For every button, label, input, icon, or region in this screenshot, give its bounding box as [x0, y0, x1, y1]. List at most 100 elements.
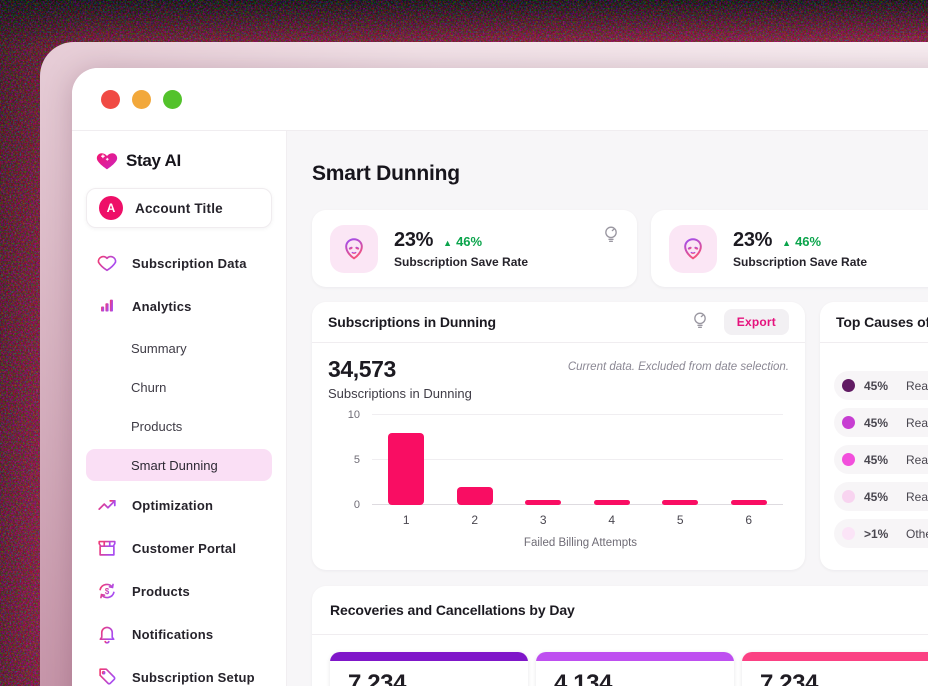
close-window-button[interactable]: [101, 89, 120, 109]
bar: [525, 500, 562, 505]
lightbulb-tooltip-icon[interactable]: [601, 224, 621, 249]
save-rate-delta: ▲ 46%: [782, 233, 822, 249]
legend-pct: 45%: [864, 415, 889, 430]
bar: [730, 500, 767, 505]
stat-value: 7,234: [348, 670, 407, 686]
sidebar-item-subscription-data[interactable]: Subscription Data: [86, 246, 272, 280]
stat-value: 4,134: [554, 670, 613, 686]
sidebar-item-customer-portal[interactable]: Customer Portal: [86, 531, 272, 565]
x-tick-label: 1: [402, 513, 410, 527]
alien-icon-badge: [330, 224, 378, 273]
legend-pct: 45%: [864, 378, 889, 393]
x-axis-labels: 1 2 3 4 5 6: [372, 513, 783, 527]
triangle-up-icon: ▲: [782, 237, 792, 248]
legend-label: Reason: [906, 489, 928, 504]
recovery-stat-card: 4,134: [536, 652, 734, 686]
card-title: Recoveries and Cancellations by Day: [330, 602, 575, 618]
legend-pct: >1%: [864, 526, 889, 541]
legend-label: Reason: [906, 378, 928, 393]
sidebar-item-subscription-setup[interactable]: Subscription Setup: [86, 660, 272, 686]
page-title: Smart Dunning: [312, 162, 460, 185]
sidebar-item-summary[interactable]: Summary: [131, 340, 187, 356]
alien-icon: [345, 237, 363, 260]
x-tick-label: 3: [539, 513, 547, 527]
save-rate-card-2: 23% ▲ 46% Subscription Save Rate: [651, 210, 928, 287]
data-note: Current data. Excluded from date selecti…: [567, 361, 789, 373]
dunning-total-label: Subscriptions in Dunning: [328, 386, 472, 401]
legend-dot-icon: [842, 490, 855, 503]
legend-label: Other: [906, 526, 928, 541]
bars: [372, 415, 783, 505]
export-button[interactable]: Export: [723, 309, 789, 335]
sidebar-item-products[interactable]: $ Products: [86, 574, 272, 608]
triangle-up-icon: ▲: [443, 237, 453, 248]
account-switcher[interactable]: A Account Title: [86, 188, 272, 228]
dunning-total: 34,573: [328, 356, 396, 382]
card-title: Subscriptions in Dunning: [328, 314, 496, 330]
legend-pct: 45%: [864, 452, 889, 467]
x-tick-label: 6: [745, 513, 753, 527]
card-title: Top Causes of Failure: [836, 314, 928, 330]
save-rate-delta: ▲ 46%: [443, 233, 483, 249]
brand-logo: Stay AI: [96, 149, 286, 173]
zoom-window-button[interactable]: [163, 89, 182, 109]
save-rate-label: Subscription Save Rate: [394, 254, 529, 269]
sidebar: Stay AI A Account Title Subscription Dat…: [72, 131, 287, 686]
legend-dot-icon: [842, 527, 855, 540]
save-rate-label: Subscription Save Rate: [733, 254, 868, 269]
titlebar: [72, 68, 928, 131]
legend-label: Reason: [906, 415, 928, 430]
sidebar-item-analytics[interactable]: Analytics: [86, 289, 272, 323]
bar-chart-icon: [98, 299, 116, 315]
sidebar-item-churn[interactable]: Churn: [131, 379, 167, 395]
minimize-window-button[interactable]: [132, 89, 151, 109]
y-tick-label: 0: [353, 499, 360, 511]
stat-color-bar: [742, 652, 928, 661]
recovery-stat-card: 7,234: [330, 652, 528, 686]
legend-item: 45% Reason: [834, 482, 928, 511]
trend-up-icon: [98, 500, 116, 510]
sidebar-item-products-sub[interactable]: Products: [131, 418, 183, 434]
x-tick-label: 5: [676, 513, 684, 527]
bell-icon: [99, 626, 115, 644]
y-tick-label: 10: [347, 409, 360, 421]
gridline: [372, 414, 783, 415]
svg-text:$: $: [105, 587, 110, 596]
x-tick-label: 4: [608, 513, 616, 527]
bar: [388, 433, 425, 505]
y-tick-label: 5: [353, 454, 360, 466]
stat-value: 7,234: [760, 670, 819, 686]
heart-icon: [97, 255, 117, 272]
app-window: Stay AI A Account Title Subscription Dat…: [72, 68, 928, 686]
legend-dot-icon: [842, 416, 855, 429]
account-avatar: A: [99, 196, 123, 220]
legend-dot-icon: [842, 453, 855, 466]
gridline: [372, 459, 783, 460]
save-rate-value: 23%: [733, 228, 773, 251]
main-content: Smart Dunning: [287, 131, 928, 686]
bar: [662, 500, 699, 505]
tag-icon: [99, 668, 116, 685]
lightbulb-tooltip-icon[interactable]: [690, 310, 710, 335]
account-title-label: Account Title: [135, 200, 223, 216]
sidebar-item-smart-dunning[interactable]: Smart Dunning: [86, 449, 272, 481]
stat-color-bar: [330, 652, 528, 661]
bar: [593, 499, 630, 505]
save-rate-value: 23%: [394, 228, 434, 251]
sidebar-nav: Subscription Data Analytics Summary: [72, 246, 286, 686]
heart-logo-icon: [96, 153, 118, 170]
recoveries-card: Recoveries and Cancellations by Day 7,23…: [312, 586, 928, 686]
top-causes-card: Top Causes of Failure 45% Reason 45% Reason…: [820, 302, 928, 570]
brand-name: Stay AI: [126, 151, 181, 170]
bar: [456, 487, 493, 505]
recovery-stat-card: 7,234: [742, 652, 928, 686]
sidebar-item-optimization[interactable]: Optimization: [86, 488, 272, 522]
gridline: [372, 504, 783, 505]
x-axis-title: Failed Billing Attempts: [523, 537, 638, 549]
legend-item: >1% Other: [834, 519, 928, 548]
sidebar-item-notifications[interactable]: Notifications: [86, 617, 272, 651]
x-tick-label: 2: [471, 513, 479, 527]
subscriptions-in-dunning-card: Subscriptions in Dunning Export: [312, 302, 805, 570]
legend-label: Reason: [906, 452, 928, 467]
